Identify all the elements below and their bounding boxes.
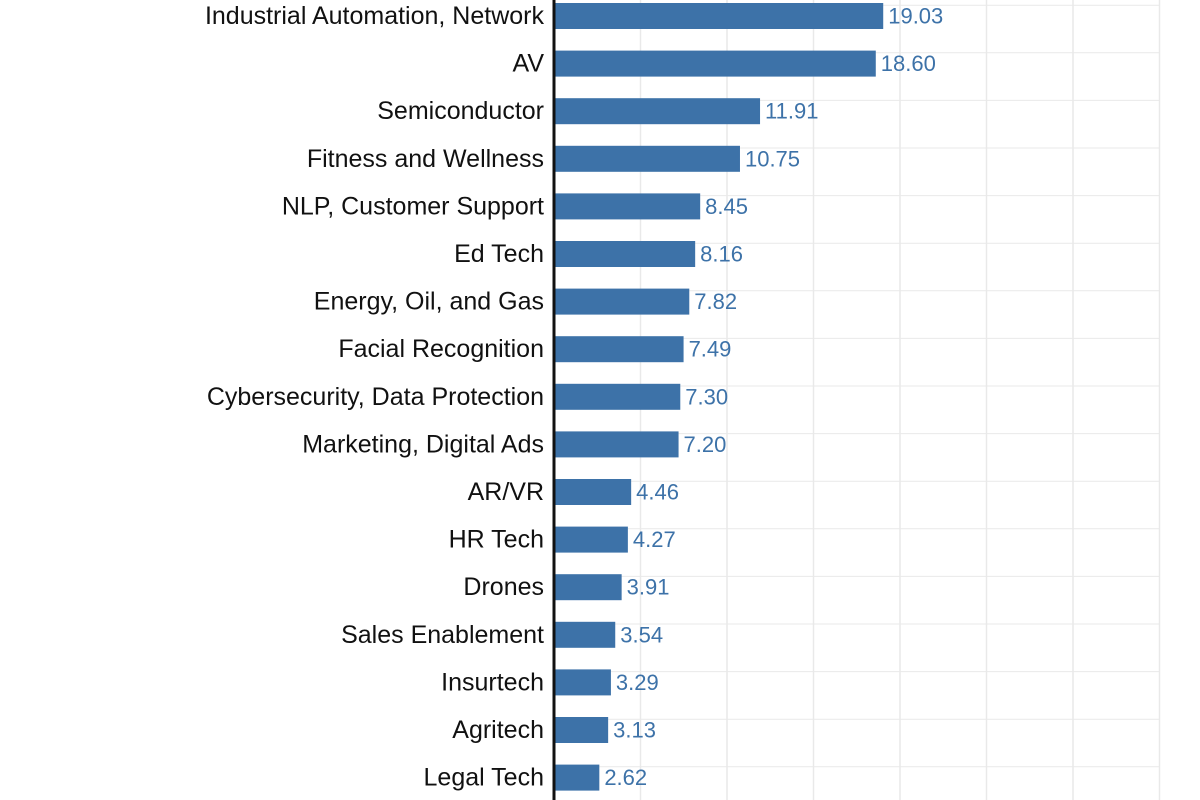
category-label: Legal Tech (424, 764, 544, 792)
value-label: 7.20 (684, 432, 727, 457)
category-label: Cybersecurity, Data Protection (207, 383, 544, 411)
category-labels: Industrial Automation, Network AV Semicond… (205, 2, 545, 792)
value-label: 11.91 (765, 99, 818, 124)
category-label: Ed Tech (454, 240, 544, 268)
category-label: Agritech (452, 716, 544, 744)
bar (554, 145, 740, 172)
bar (554, 764, 600, 791)
bar (554, 50, 876, 77)
bar (554, 717, 609, 743)
category-label: AR/VR (468, 478, 544, 506)
bar (554, 336, 684, 363)
bar (554, 193, 701, 220)
category-label: HR Tech (449, 526, 544, 554)
category-label: AV (513, 50, 545, 78)
value-label: 2.62 (604, 765, 647, 790)
value-label: 7.82 (694, 289, 737, 314)
category-label: Sales Enablement (341, 621, 544, 649)
category-label: NLP, Customer Support (282, 192, 544, 220)
category-label: Insurtech (441, 668, 544, 696)
category-label: Energy, Oil, and Gas (314, 288, 544, 316)
value-label: 10.75 (745, 146, 800, 171)
value-label: 4.27 (633, 527, 676, 552)
bar (554, 621, 616, 648)
bar (554, 383, 681, 410)
value-label: 7.49 (689, 337, 732, 362)
category-label: Fitness and Wellness (307, 145, 544, 173)
bar (554, 479, 632, 505)
value-label: 19.03 (888, 4, 943, 29)
category-label: Marketing, Digital Ads (302, 430, 544, 458)
value-label: 3.91 (627, 575, 670, 600)
value-label: 4.46 (636, 480, 679, 505)
value-label: 7.30 (685, 384, 728, 409)
bar (554, 431, 679, 458)
value-label: 3.29 (616, 670, 659, 695)
value-label: 8.16 (700, 242, 743, 267)
bar (554, 288, 690, 315)
category-label: Semiconductor (377, 97, 544, 125)
bar (554, 669, 611, 696)
value-labels: 19.03 18.60 11.91 10.75 8.45 8.16 7.82 7.49 7.30… (604, 4, 943, 791)
category-label: Industrial Automation, Network (205, 2, 545, 30)
bar (554, 98, 761, 125)
bars (554, 3, 884, 791)
value-label: 3.54 (620, 622, 663, 647)
bar (554, 526, 628, 553)
bar (554, 574, 622, 601)
category-label: Drones (463, 573, 544, 601)
category-label: Facial Recognition (338, 335, 544, 363)
bar (554, 241, 696, 267)
value-label: 18.60 (881, 51, 936, 76)
bar (554, 3, 884, 29)
value-label: 8.45 (705, 194, 748, 219)
value-label: 3.13 (613, 718, 656, 743)
